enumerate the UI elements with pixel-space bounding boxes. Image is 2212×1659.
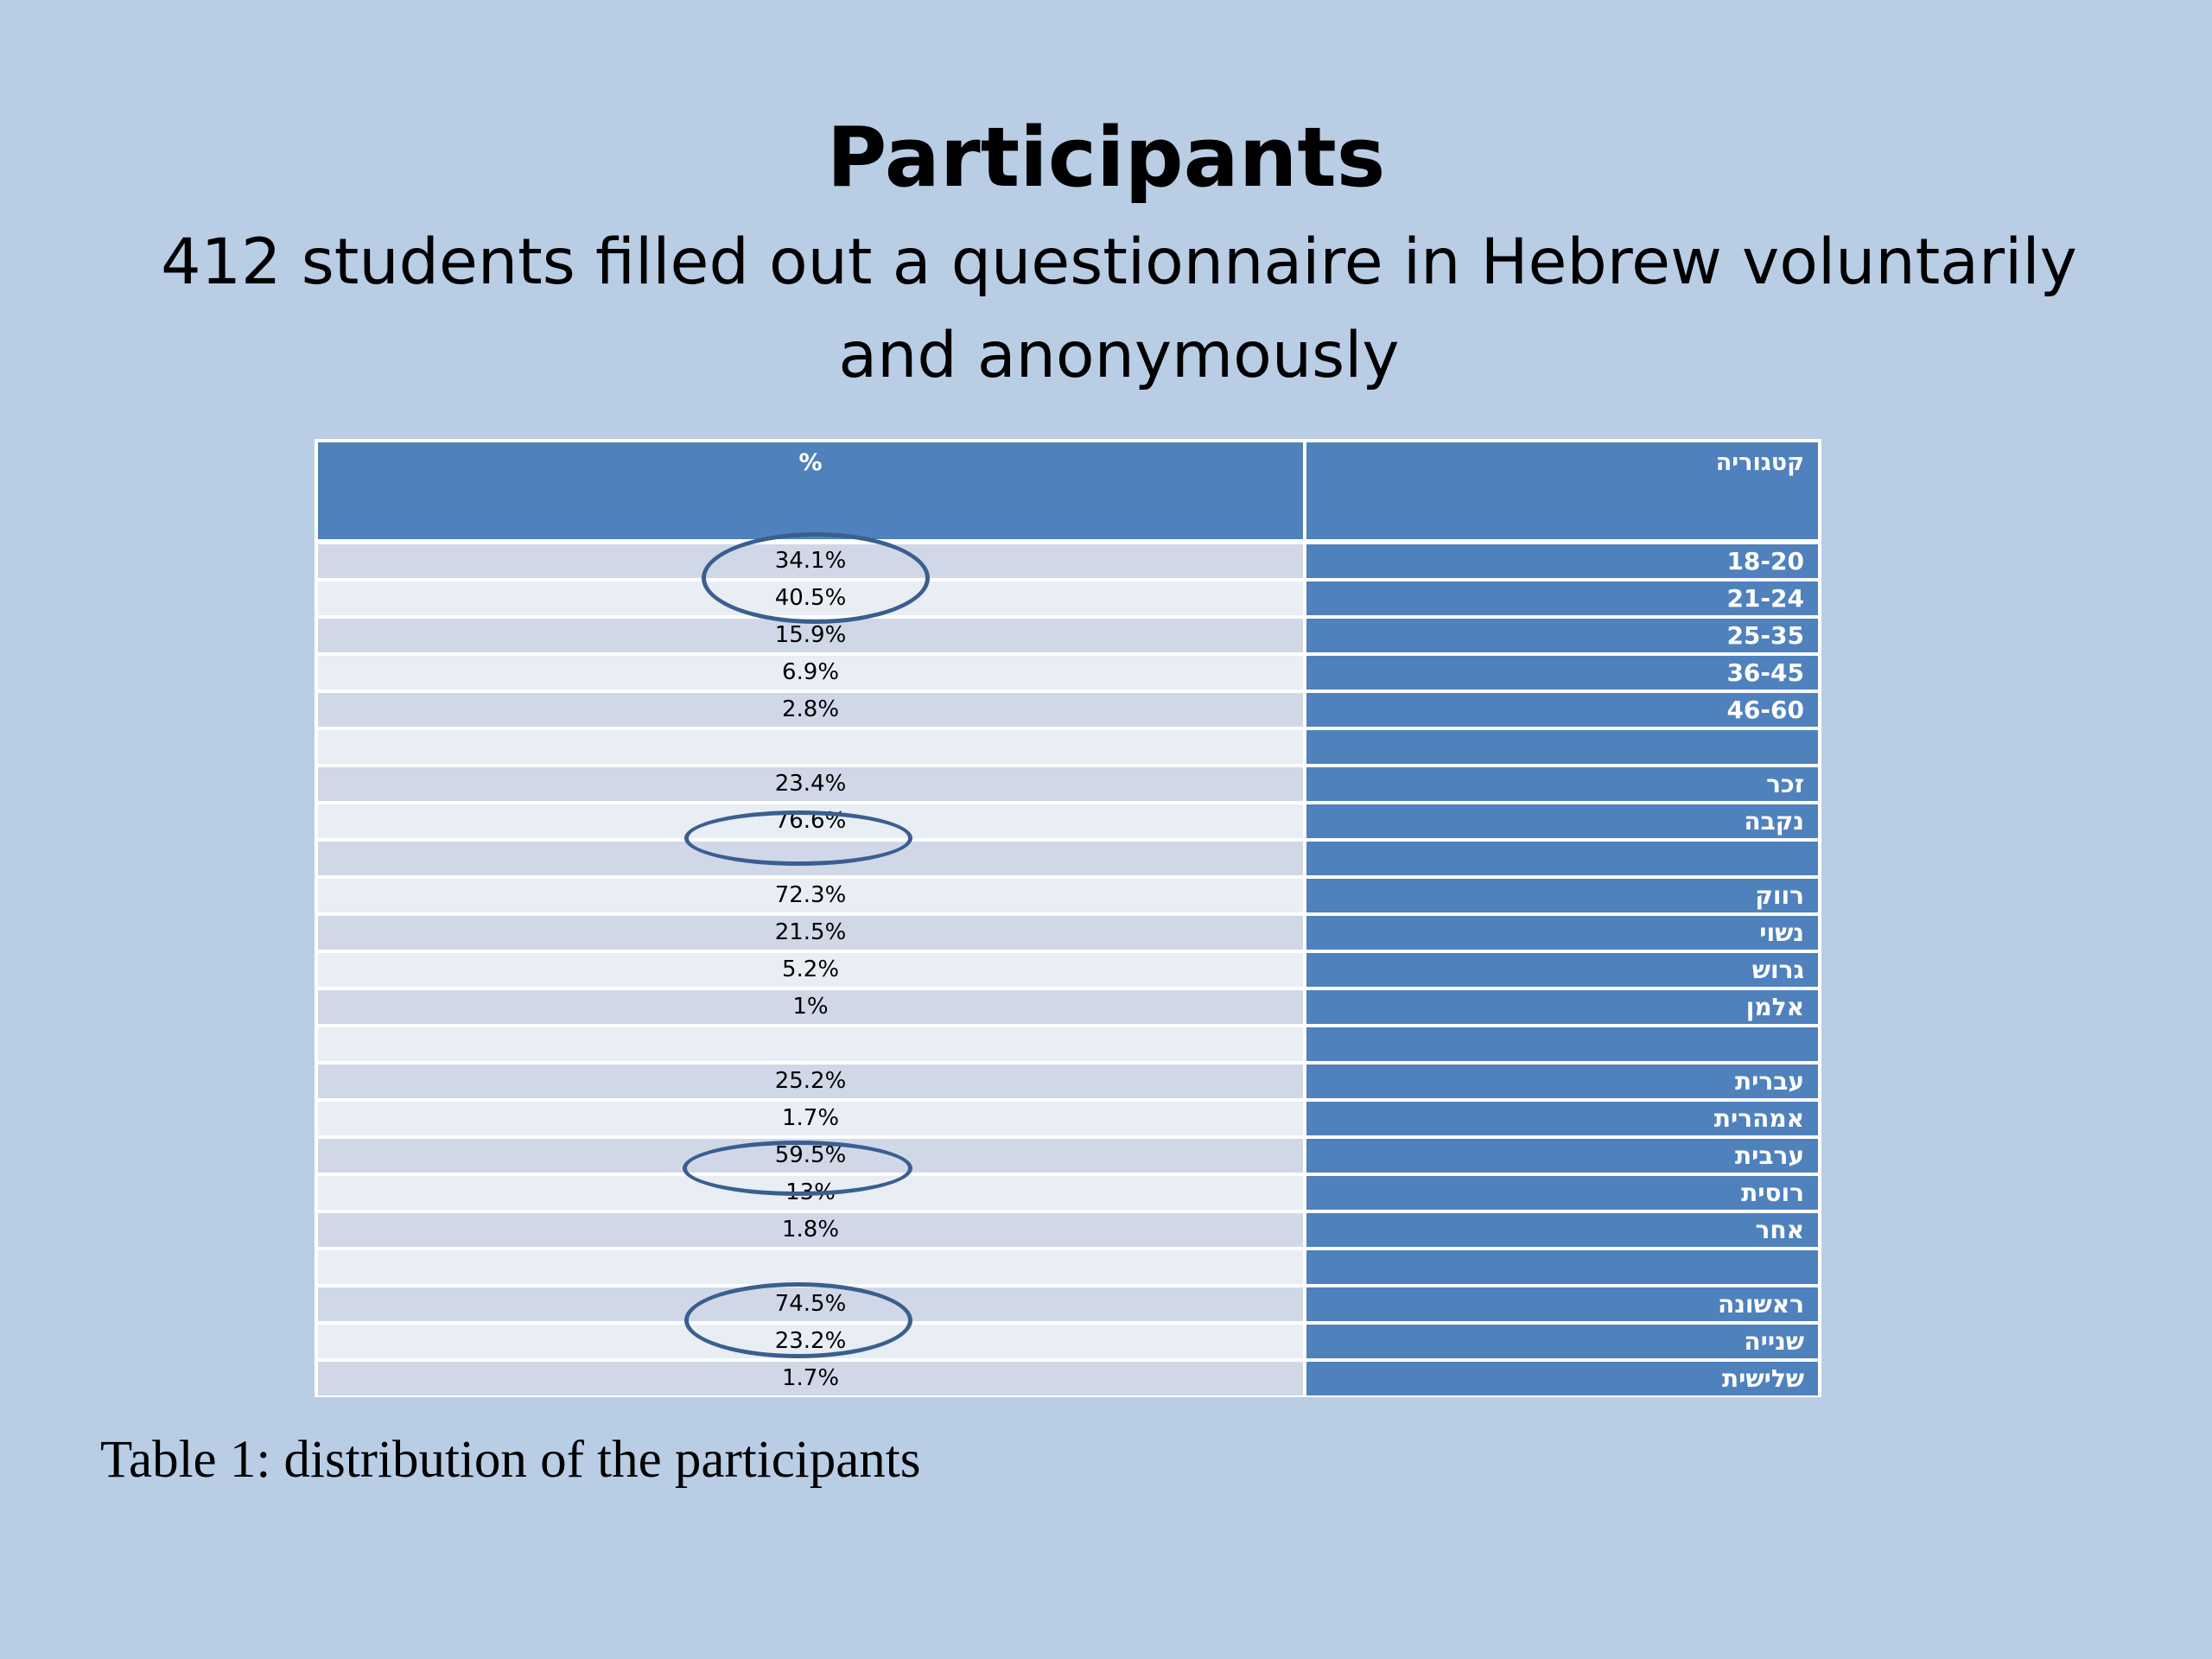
table-row: 6.9% 36-45 xyxy=(318,656,1818,690)
percent-cell: 21.5% xyxy=(318,916,1303,950)
percent-cell: 1.8% xyxy=(318,1213,1303,1247)
table-row xyxy=(318,842,1818,875)
category-cell: רוסית xyxy=(1306,1176,1818,1210)
category-cell: אמהרית xyxy=(1306,1102,1818,1135)
category-cell: גרוש xyxy=(1306,953,1818,987)
percent-cell xyxy=(318,1250,1303,1284)
percent-cell xyxy=(318,730,1303,764)
slide-title: Participants xyxy=(826,111,1386,206)
percent-cell xyxy=(318,842,1303,875)
percent-cell: 13% xyxy=(318,1176,1303,1210)
header-percent-label: % xyxy=(798,449,823,476)
table-row: 76.6% נקבה xyxy=(318,804,1818,838)
table-row: 1.7% שלישית xyxy=(318,1362,1818,1395)
table-row xyxy=(318,730,1818,764)
percent-cell: 25.2% xyxy=(318,1065,1303,1098)
percent-cell: 23.2% xyxy=(318,1325,1303,1358)
table-row: 13% רוסית xyxy=(318,1176,1818,1210)
percent-cell: 76.6% xyxy=(318,804,1303,838)
category-cell xyxy=(1306,730,1818,764)
participants-table: % קטגוריה 34.1% 18-20 40.5% 21-24 15.9% 25-35… xyxy=(315,439,1821,1397)
header-category-cell: קטגוריה xyxy=(1306,442,1818,539)
table-row: 1.8% אחר xyxy=(318,1213,1818,1247)
table-row: 23.4% זכר xyxy=(318,767,1818,801)
table-row xyxy=(318,1027,1818,1061)
category-cell: 46-60 xyxy=(1306,693,1818,727)
percent-cell: 1.7% xyxy=(318,1102,1303,1135)
table-row: 15.9% 25-35 xyxy=(318,619,1818,652)
table-row: 74.5% ראשונה xyxy=(318,1287,1818,1321)
table-row: 34.1% 18-20 xyxy=(318,544,1818,578)
category-cell xyxy=(1306,1027,1818,1061)
header-category-label: קטגוריה xyxy=(1715,449,1804,476)
category-cell: אחר xyxy=(1306,1213,1818,1247)
category-cell: 36-45 xyxy=(1306,656,1818,690)
percent-cell: 74.5% xyxy=(318,1287,1303,1321)
table-row: 1.7% אמהרית xyxy=(318,1102,1818,1135)
table-row: 2.8% 46-60 xyxy=(318,693,1818,727)
category-cell: נקבה xyxy=(1306,804,1818,838)
percent-cell xyxy=(318,1027,1303,1061)
category-cell: 25-35 xyxy=(1306,619,1818,652)
percent-cell: 59.5% xyxy=(318,1139,1303,1173)
category-cell: רווק xyxy=(1306,879,1818,912)
category-cell: ערבית xyxy=(1306,1139,1818,1173)
percent-cell: 5.2% xyxy=(318,953,1303,987)
category-cell: שנייה xyxy=(1306,1325,1818,1358)
category-cell: ראשונה xyxy=(1306,1287,1818,1321)
category-cell: 18-20 xyxy=(1306,544,1818,578)
table-row: 1% אלמן xyxy=(318,990,1818,1024)
percent-cell: 1% xyxy=(318,990,1303,1024)
table-row xyxy=(318,1250,1818,1284)
percent-cell: 1.7% xyxy=(318,1362,1303,1395)
header-percent-cell: % xyxy=(318,442,1303,539)
category-cell: עברית xyxy=(1306,1065,1818,1098)
category-cell: נשוי xyxy=(1306,916,1818,950)
percent-cell: 2.8% xyxy=(318,693,1303,727)
percent-cell: 6.9% xyxy=(318,656,1303,690)
table-row: 5.2% גרוש xyxy=(318,953,1818,987)
percent-cell: 40.5% xyxy=(318,582,1303,615)
table-row: 21.5% נשוי xyxy=(318,916,1818,950)
table-row: 40.5% 21-24 xyxy=(318,582,1818,615)
category-cell: אלמן xyxy=(1306,990,1818,1024)
table-row: 72.3% רווק xyxy=(318,879,1818,912)
percent-cell: 34.1% xyxy=(318,544,1303,578)
percent-cell: 23.4% xyxy=(318,767,1303,801)
table-row: 59.5% ערבית xyxy=(318,1139,1818,1173)
table-row: 23.2% שנייה xyxy=(318,1325,1818,1358)
category-cell xyxy=(1306,1250,1818,1284)
category-cell: 21-24 xyxy=(1306,582,1818,615)
category-cell: שלישית xyxy=(1306,1362,1818,1395)
percent-cell: 72.3% xyxy=(318,879,1303,912)
category-cell: זכר xyxy=(1306,767,1818,801)
category-cell xyxy=(1306,842,1818,875)
table-row: 25.2% עברית xyxy=(318,1065,1818,1098)
slide-subtitle: 412 students filled out a questionnaire … xyxy=(161,226,2077,392)
percent-cell: 15.9% xyxy=(318,619,1303,652)
table-caption: Table 1: distribution of the participant… xyxy=(100,1431,921,1489)
